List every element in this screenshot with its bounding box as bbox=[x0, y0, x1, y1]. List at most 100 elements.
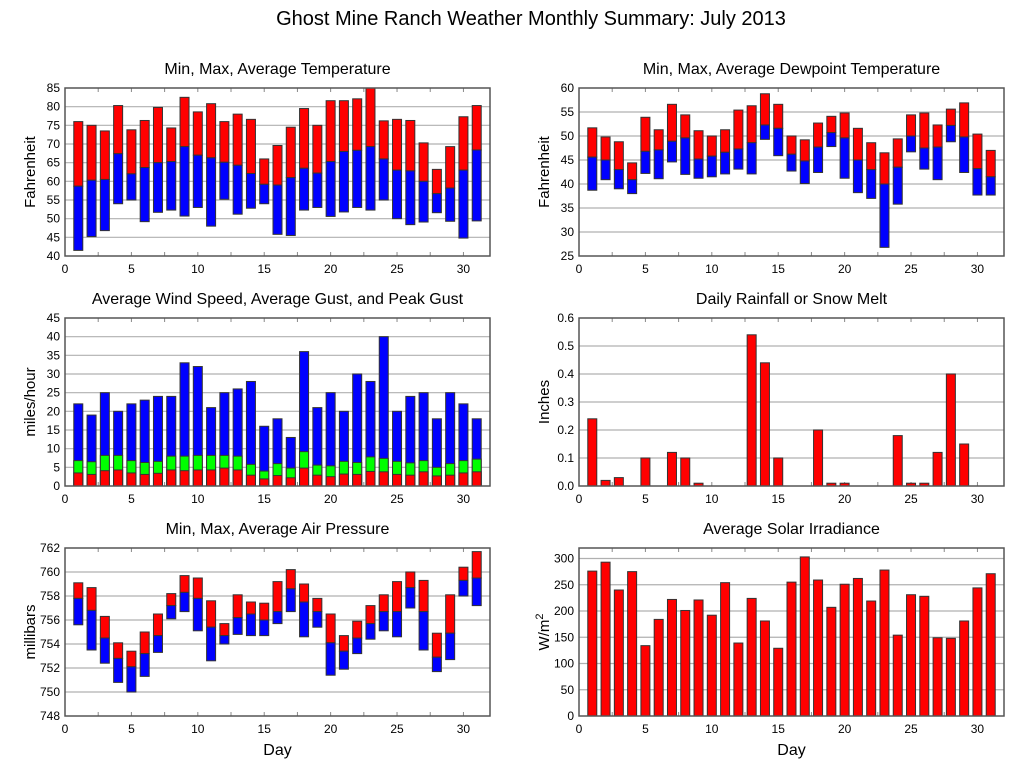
x-tick-label: 25 bbox=[390, 722, 404, 736]
bar-max-segment bbox=[786, 135, 797, 155]
bar-min-segment bbox=[73, 597, 84, 626]
bar-max-segment bbox=[73, 121, 84, 187]
y-tick-label: 762 bbox=[40, 541, 60, 555]
y-tick-label: 55 bbox=[561, 105, 575, 119]
bar bbox=[640, 457, 651, 487]
bar-min-segment bbox=[312, 611, 323, 628]
bar bbox=[640, 645, 651, 717]
y-tick-label: 40 bbox=[47, 330, 61, 344]
bar bbox=[773, 647, 784, 717]
bar-max-segment bbox=[959, 102, 970, 138]
bar-min-segment bbox=[852, 159, 863, 194]
bar-average-wind-speed bbox=[418, 471, 429, 487]
bar-average-wind-speed bbox=[378, 471, 389, 487]
bar-max-segment bbox=[179, 575, 190, 593]
x-tick-label: 30 bbox=[457, 262, 471, 276]
bar-max-segment bbox=[126, 650, 137, 668]
bar bbox=[932, 637, 943, 717]
bar bbox=[892, 634, 903, 717]
bar-max-segment bbox=[640, 116, 651, 152]
bar-min-segment bbox=[206, 626, 217, 662]
y-tick-label: 300 bbox=[554, 552, 574, 566]
bar-average-wind-speed bbox=[312, 474, 323, 487]
bar-min-segment bbox=[640, 150, 651, 174]
y-axis-label-superscript: 2 bbox=[534, 614, 546, 620]
bar-average-wind-speed bbox=[405, 474, 416, 487]
y-tick-label: 760 bbox=[40, 565, 60, 579]
bar-min-segment bbox=[365, 146, 376, 211]
bar-min-segment bbox=[879, 183, 890, 248]
bar bbox=[985, 573, 996, 717]
bar-max-segment bbox=[746, 105, 757, 144]
bar-max-segment bbox=[471, 105, 482, 151]
bar-max-segment bbox=[799, 139, 810, 162]
bar-max-segment bbox=[445, 594, 456, 634]
bars bbox=[587, 334, 970, 487]
bar-max-segment bbox=[852, 127, 863, 161]
bar-max-segment bbox=[866, 142, 877, 171]
y-tick-label: 100 bbox=[554, 657, 574, 671]
bar-min-segment bbox=[945, 124, 956, 143]
bar-min-segment bbox=[431, 656, 442, 673]
x-tick-label: 5 bbox=[642, 492, 649, 506]
chart-pressure: Min, Max, Average Air Pressure 748 750 752 7… bbox=[22, 521, 491, 759]
x-tick-label: 20 bbox=[324, 492, 338, 506]
x-tick-label: 15 bbox=[258, 492, 272, 506]
bar-max-segment bbox=[458, 566, 469, 581]
bar-max-segment bbox=[179, 96, 190, 148]
bar-min-segment bbox=[378, 611, 389, 632]
bar-min-segment bbox=[919, 147, 930, 170]
y-tick-label: 0.2 bbox=[557, 423, 574, 437]
bar bbox=[839, 583, 850, 717]
y-tick-label: 50 bbox=[47, 212, 61, 226]
x-tick-label: 20 bbox=[838, 492, 852, 506]
bar-max-segment bbox=[985, 149, 996, 178]
x-tick-label: 10 bbox=[705, 722, 719, 736]
y-tick-label: 30 bbox=[47, 367, 61, 381]
x-tick-label: 25 bbox=[390, 262, 404, 276]
y-tick-label: 250 bbox=[554, 578, 574, 592]
x-tick-label: 0 bbox=[576, 722, 583, 736]
bar-min-segment bbox=[272, 611, 283, 625]
bar bbox=[613, 477, 624, 487]
y-tick-label: 60 bbox=[47, 174, 61, 188]
bar-average-wind-speed bbox=[352, 473, 363, 487]
x-tick-label: 25 bbox=[904, 492, 918, 506]
bar bbox=[773, 457, 784, 487]
bar-max-segment bbox=[839, 112, 850, 139]
bar-min-segment bbox=[932, 146, 943, 181]
bar-max-segment bbox=[245, 601, 256, 615]
bar bbox=[919, 595, 930, 717]
y-tick-label: 45 bbox=[561, 153, 575, 167]
bar-max-segment bbox=[392, 118, 403, 171]
bar-average-wind-speed bbox=[139, 473, 150, 487]
bar-min-segment bbox=[733, 148, 744, 170]
x-tick-label: 25 bbox=[904, 262, 918, 276]
bar-average-wind-speed bbox=[325, 476, 336, 487]
bar-average-wind-speed bbox=[206, 469, 217, 487]
chart-title: Min, Max, Average Dewpoint Temperature bbox=[643, 61, 940, 78]
bar-average-wind-speed bbox=[113, 469, 124, 487]
bar-min-segment bbox=[866, 169, 877, 199]
bars bbox=[73, 551, 482, 693]
x-tick-label: 0 bbox=[62, 492, 69, 506]
bar bbox=[613, 589, 624, 717]
bar bbox=[932, 451, 943, 487]
y-tick-label: 45 bbox=[47, 311, 61, 325]
bar-min-segment bbox=[259, 183, 270, 205]
bar-average-wind-speed bbox=[259, 478, 270, 487]
bar-max-segment bbox=[325, 100, 336, 163]
bar bbox=[786, 581, 797, 717]
bar-max-segment bbox=[86, 587, 97, 611]
y-tick-label: 200 bbox=[554, 604, 574, 618]
bar-min-segment bbox=[892, 166, 903, 205]
bar-min-segment bbox=[746, 142, 757, 175]
bar bbox=[746, 334, 757, 487]
bar bbox=[680, 457, 691, 487]
bar bbox=[666, 598, 677, 717]
bar-min-segment bbox=[653, 149, 664, 180]
bar-max-segment bbox=[338, 635, 349, 652]
bar-max-segment bbox=[458, 116, 469, 171]
bar-max-segment bbox=[378, 120, 389, 160]
x-tick-label: 5 bbox=[642, 722, 649, 736]
